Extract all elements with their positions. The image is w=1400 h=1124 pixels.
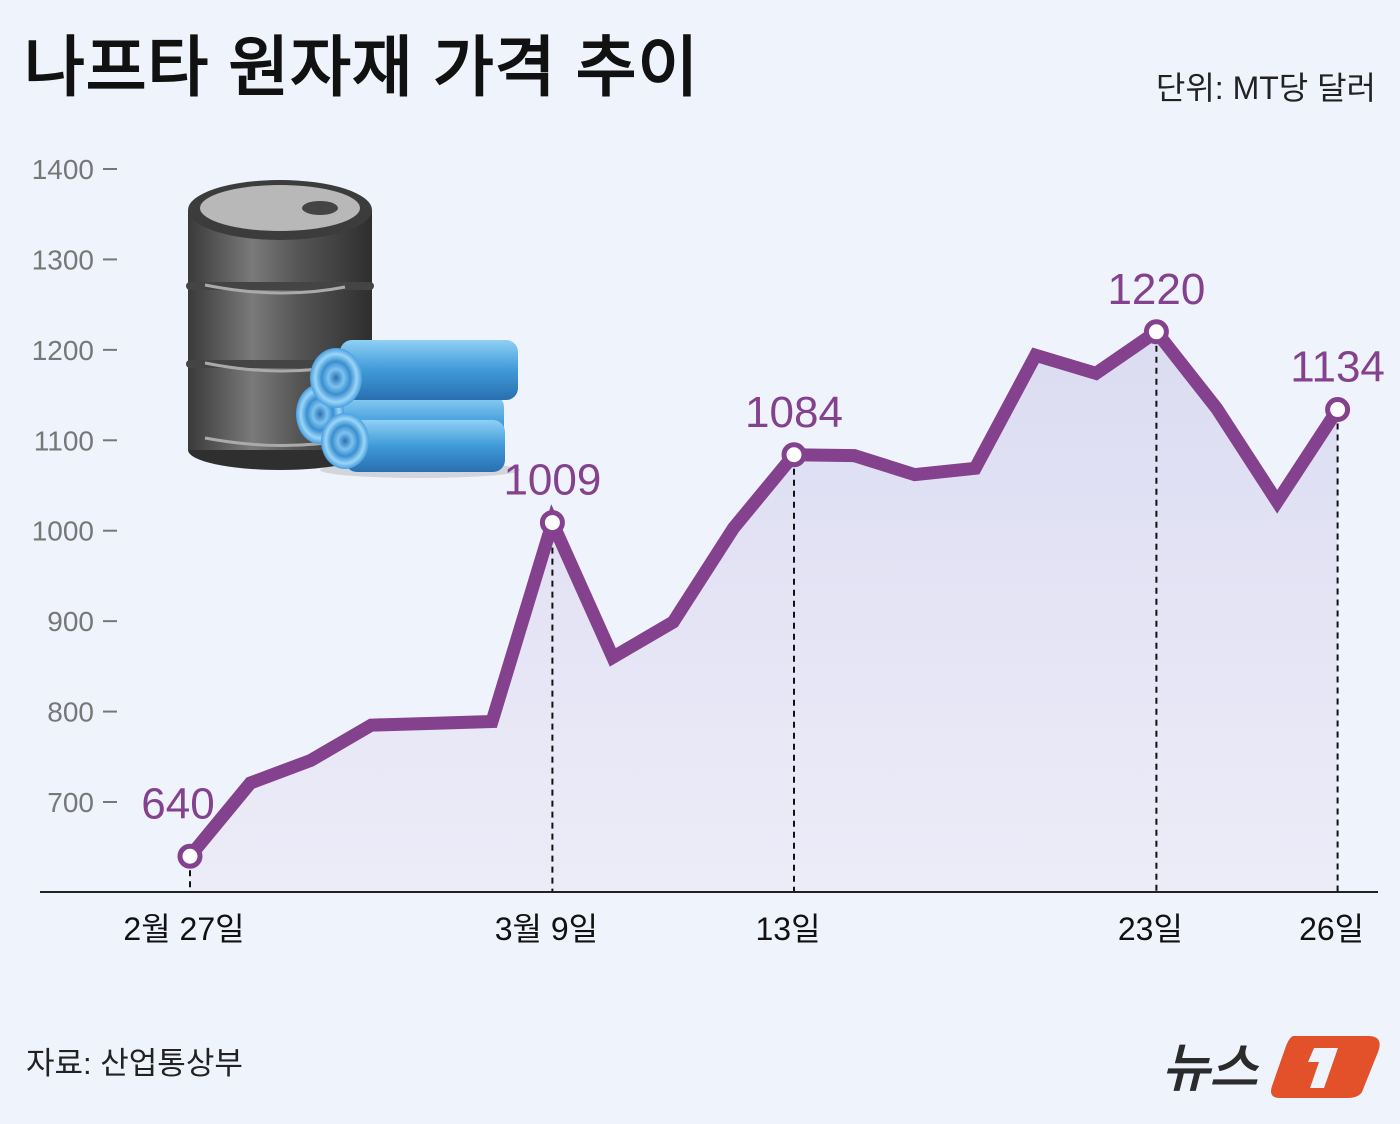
chart-title: 나프타 원자재 가격 추이 (24, 30, 700, 104)
y-tick-label: 700 (47, 787, 94, 818)
source-label: 자료: 산업통상부 (26, 1046, 243, 1081)
x-tick-label: 26일 (1299, 911, 1364, 947)
y-axis: 1400 1300 1200 1100 1000 900 800 700 (32, 154, 117, 818)
y-tick-label: 1200 (32, 335, 94, 366)
x-tick-label: 3월 9일 (495, 911, 598, 947)
logo-text: 뉴스 (1162, 1040, 1260, 1098)
guide-lines (189, 345, 1339, 892)
data-point-marker (1325, 397, 1351, 423)
data-value-label: 1134 (1290, 343, 1385, 392)
data-point-marker (781, 442, 807, 468)
y-tick-label: 1300 (32, 244, 94, 275)
point-markers: 640 1009 1084 1220 1134 (141, 265, 1385, 869)
data-value-label: 1220 (1107, 265, 1205, 314)
x-tick-label: 23일 (1118, 911, 1183, 947)
y-tick-label: 900 (47, 606, 94, 637)
area-fill (190, 331, 1338, 892)
data-value-label: 1084 (745, 388, 843, 437)
naphtha-rolls-illustration (296, 340, 520, 478)
x-axis-labels: 2월 27일 3월 9일 13일 23일 26일 (123, 911, 1364, 947)
news1-logo: 뉴스 (1162, 1036, 1380, 1098)
unit-label: 단위: MT당 달러 (1155, 70, 1376, 106)
data-point-marker (539, 510, 565, 536)
y-tick-label: 1100 (34, 425, 94, 456)
y-tick-label: 800 (47, 697, 94, 728)
x-tick-label: 13일 (755, 911, 820, 947)
x-tick-label: 2월 27일 (123, 911, 244, 947)
data-value-label: 1009 (503, 456, 601, 505)
data-value-label: 640 (141, 779, 214, 828)
y-tick-label: 1000 (32, 516, 94, 547)
data-point-marker (177, 843, 203, 869)
data-point-marker (1143, 319, 1169, 345)
y-tick-label: 1400 (32, 154, 94, 185)
